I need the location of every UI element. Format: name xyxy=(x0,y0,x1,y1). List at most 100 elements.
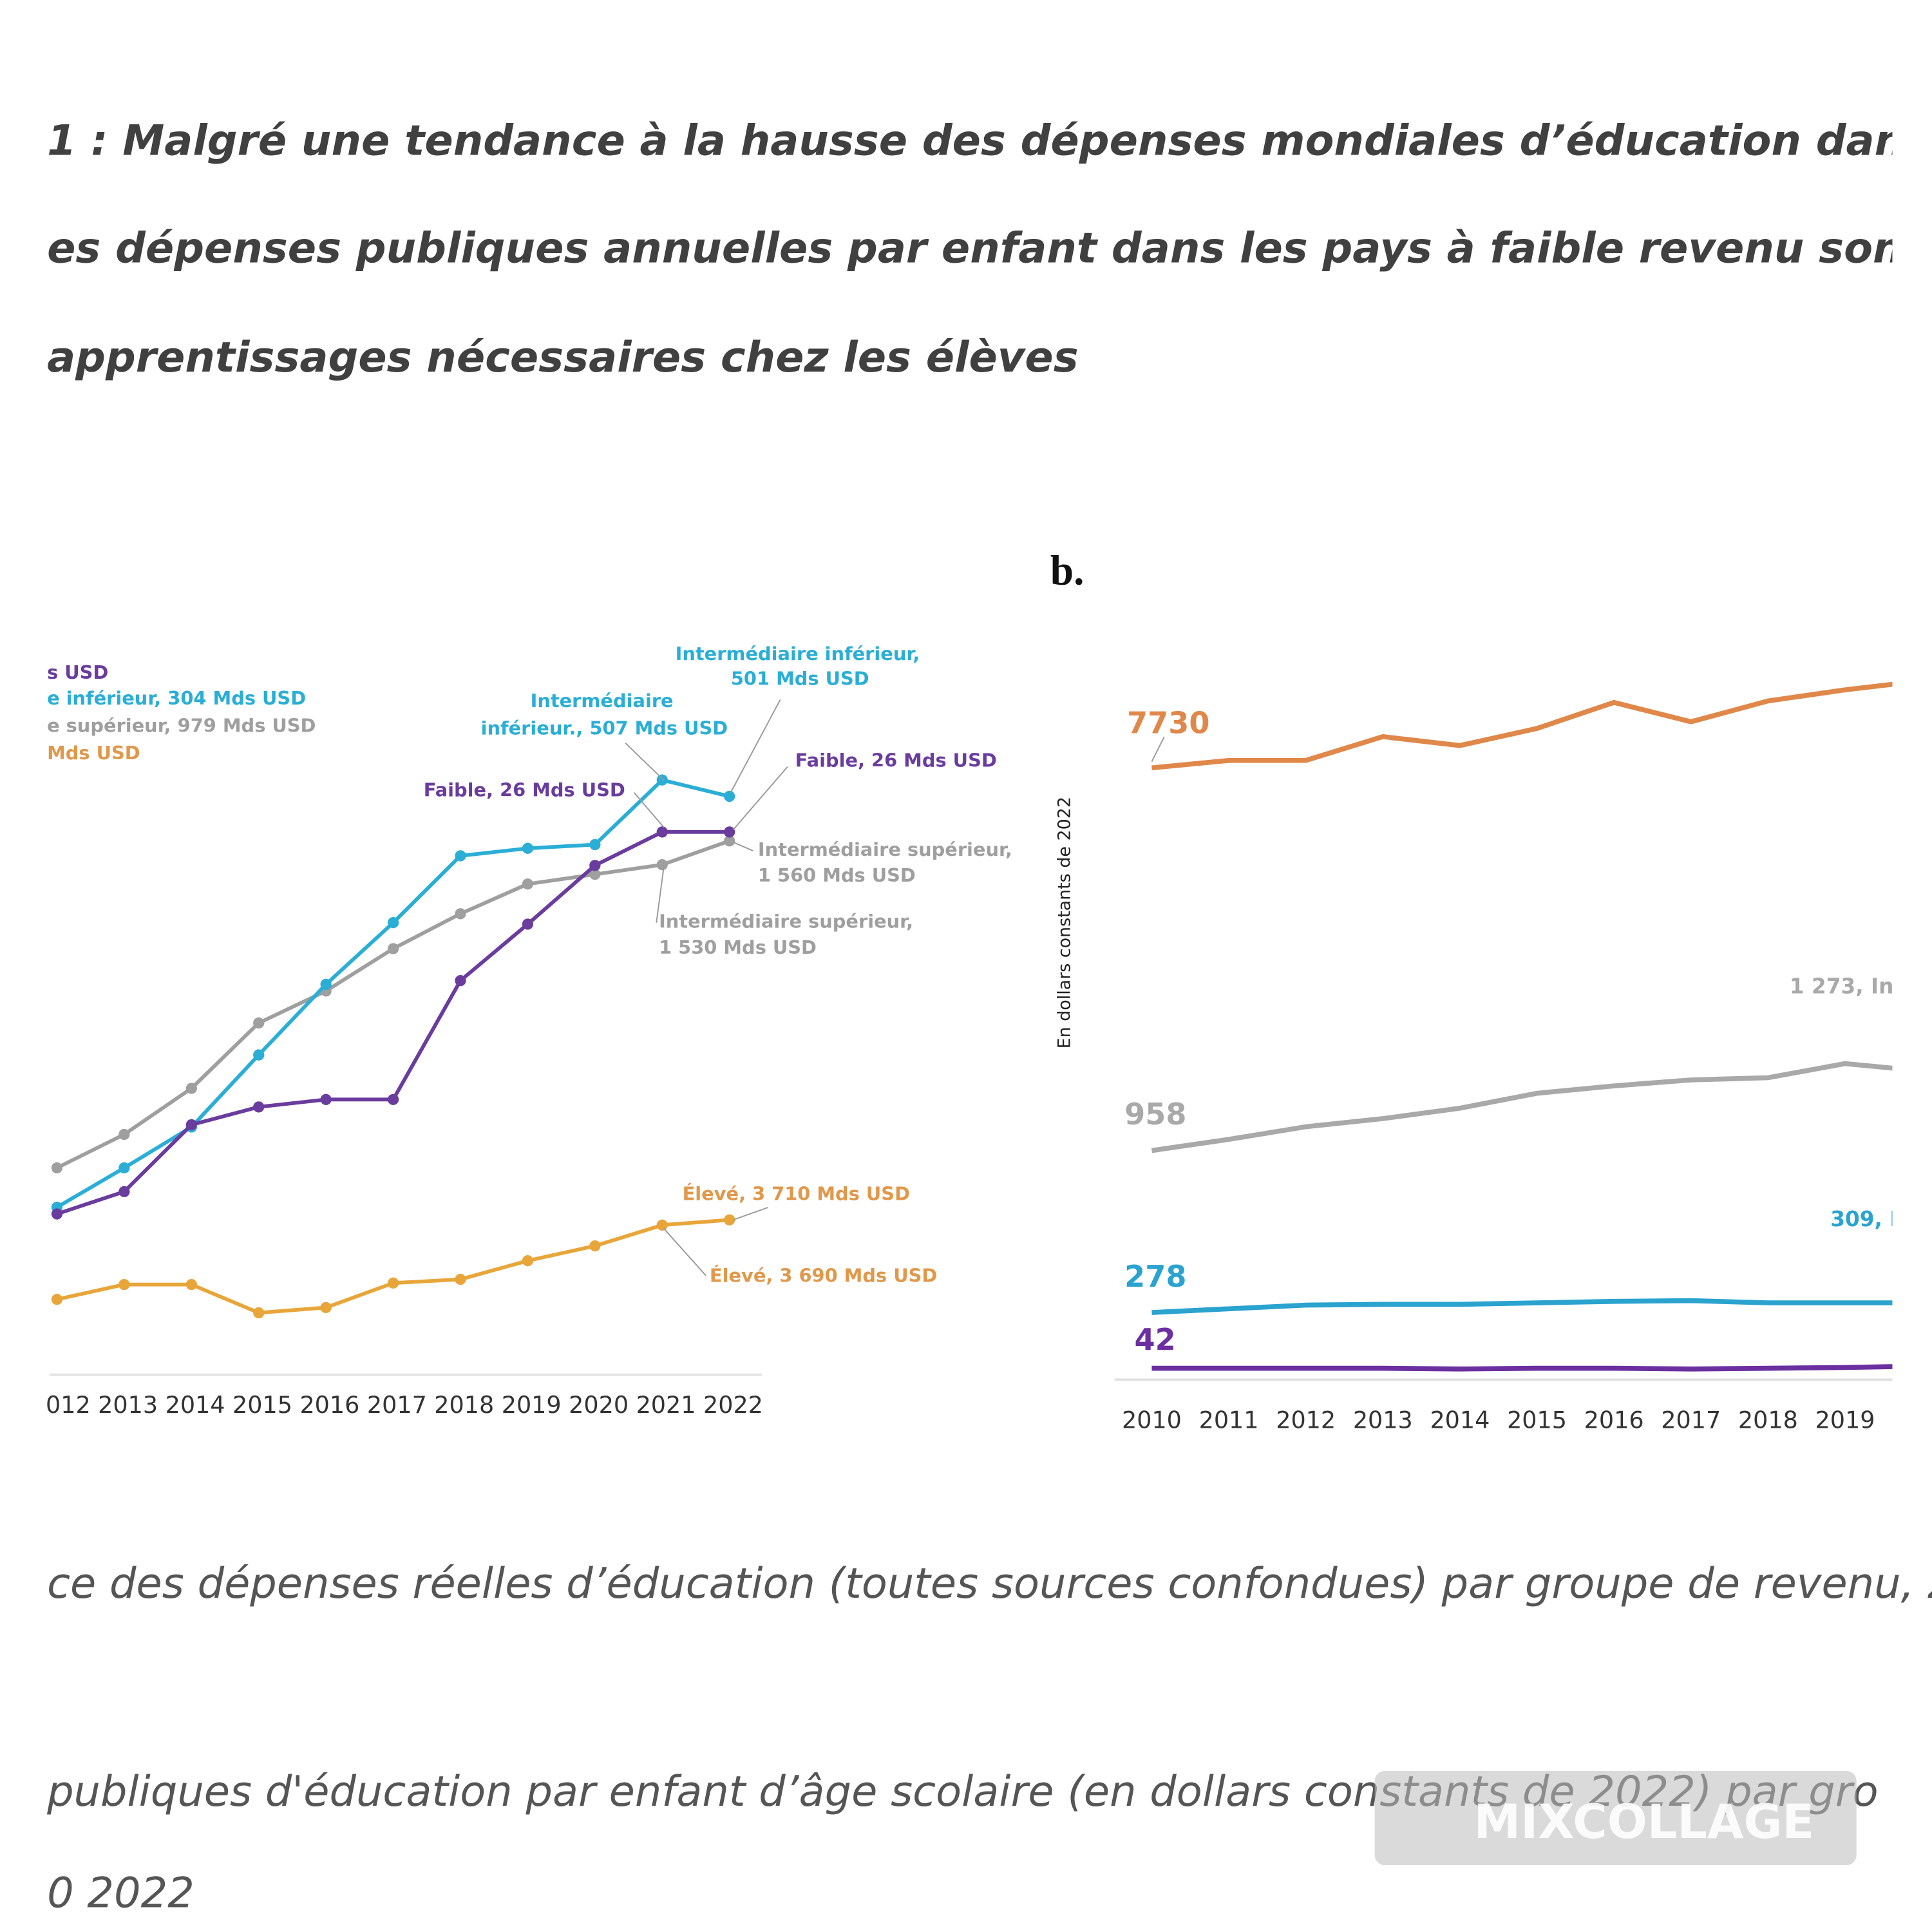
leader-line xyxy=(663,1228,706,1276)
annotation: inférieur., 507 Mds USD xyxy=(481,717,728,739)
annotation: Intermédiaire inférieur, xyxy=(676,643,920,665)
point xyxy=(118,1162,130,1174)
caption: 0 2022 xyxy=(47,1869,194,1918)
point xyxy=(589,869,601,880)
point xyxy=(253,1017,265,1029)
x-tick-label: 2012 xyxy=(1276,1406,1336,1434)
annotation: 1 273, Int xyxy=(1790,974,1904,998)
x-tick-label: 2019 xyxy=(502,1391,562,1419)
x-tick-label: 2017 xyxy=(1661,1406,1721,1434)
leader-line xyxy=(633,792,665,828)
x-tick-label: 2015 xyxy=(1507,1406,1567,1434)
x-tick-label: 2018 xyxy=(434,1391,494,1419)
x-tick-label: 2022 xyxy=(703,1391,763,1419)
point xyxy=(118,1186,130,1198)
point xyxy=(387,1094,399,1105)
annotation: Faible, 26 Mds USD xyxy=(424,779,625,801)
annotation: 1 560 Mds USD xyxy=(758,864,916,886)
point xyxy=(253,1101,265,1113)
x-tick-label: 2015 xyxy=(232,1391,292,1419)
series-line xyxy=(1151,681,1893,771)
annotation: 958 xyxy=(1124,1097,1186,1132)
point xyxy=(118,1278,130,1291)
point xyxy=(589,1240,601,1252)
point xyxy=(724,826,735,838)
x-tick-label: 2020 xyxy=(569,1391,629,1419)
point xyxy=(724,1214,735,1226)
x-tick-label: 2019 xyxy=(1815,1406,1875,1434)
point xyxy=(656,1219,668,1231)
x-tick-label: 2013 xyxy=(98,1391,158,1419)
annotation: 7730 xyxy=(1127,705,1209,740)
x-tick-label: 2016 xyxy=(299,1391,359,1419)
series-line xyxy=(1151,1364,1893,1372)
point xyxy=(387,1277,399,1289)
caption: ce des dépenses réelles d’éducation (tou… xyxy=(47,1559,1932,1608)
annotation: 42 xyxy=(1135,1322,1176,1357)
annotation: Intermédiaire supérieur, xyxy=(659,910,913,932)
watermark: MIXCOLLAGE xyxy=(1473,1795,1814,1850)
point xyxy=(253,1307,265,1319)
annotation: 278 xyxy=(1124,1259,1186,1294)
point xyxy=(51,1208,63,1220)
annotation: 309, I xyxy=(1830,1207,1897,1231)
leader-line xyxy=(732,766,788,831)
point xyxy=(455,975,466,987)
annotation: e inférieur, 304 Mds USD xyxy=(47,687,306,709)
point xyxy=(387,943,399,954)
x-tick-label: 2011 xyxy=(1199,1406,1259,1434)
annotation: Intermédiaire xyxy=(531,690,674,712)
x-tick-label: 2016 xyxy=(1584,1406,1644,1434)
point xyxy=(185,1278,197,1291)
annotation: 501 Mds USD xyxy=(731,667,869,689)
y-axis-label: En dollars constants de 2022 xyxy=(1055,797,1075,1048)
series-line xyxy=(1151,1061,1893,1153)
crop-mask xyxy=(1892,0,1932,1932)
point xyxy=(522,1255,534,1267)
point xyxy=(51,1162,63,1174)
point xyxy=(522,842,534,854)
annotation: Élevé, 3 710 Mds USD xyxy=(683,1182,910,1204)
watermark-box xyxy=(1374,1771,1857,1866)
point xyxy=(724,790,735,802)
point xyxy=(320,1302,332,1314)
x-tick-label: 2014 xyxy=(166,1391,225,1419)
point xyxy=(455,850,466,862)
leader-line xyxy=(1151,736,1165,762)
leader-line xyxy=(733,841,753,852)
annotation: 1 530 Mds USD xyxy=(659,936,817,958)
leader-line xyxy=(733,1207,768,1221)
point xyxy=(522,878,534,890)
chart: 2010 2011 2012 2013 2014 2015 2016 2017 2018 2019… xyxy=(1114,681,1904,1434)
x-tick-label: 2012 xyxy=(31,1391,91,1419)
annotation: Faible, 26 Mds USD xyxy=(795,749,997,771)
leader-line xyxy=(656,867,665,923)
point xyxy=(589,860,601,871)
annotation: Mds USD xyxy=(47,742,140,764)
annotation: Élevé, 3 690 Mds USD xyxy=(710,1264,937,1286)
annotation: Intermédiaire supérieur, xyxy=(758,838,1012,860)
x-tick-label: 2018 xyxy=(1738,1406,1798,1434)
leader-line xyxy=(625,743,665,781)
point xyxy=(589,838,601,851)
x-tick-label: 2017 xyxy=(367,1391,427,1419)
point xyxy=(455,908,466,920)
annotation: e supérieur, 979 Mds USD xyxy=(47,715,316,737)
header-line: es dépenses publiques annuelles par enfa… xyxy=(47,224,1932,273)
x-tick-label: 2013 xyxy=(1353,1406,1413,1434)
point xyxy=(253,1049,265,1061)
point xyxy=(724,835,735,847)
point xyxy=(51,1294,63,1305)
point xyxy=(387,917,399,929)
point xyxy=(656,826,668,838)
point xyxy=(118,1128,130,1141)
point xyxy=(656,859,668,871)
x-tick-label: 2014 xyxy=(1430,1406,1490,1434)
point xyxy=(320,1094,332,1105)
leader-line xyxy=(730,699,781,793)
annotation: s USD xyxy=(47,661,108,683)
point xyxy=(185,1083,197,1094)
